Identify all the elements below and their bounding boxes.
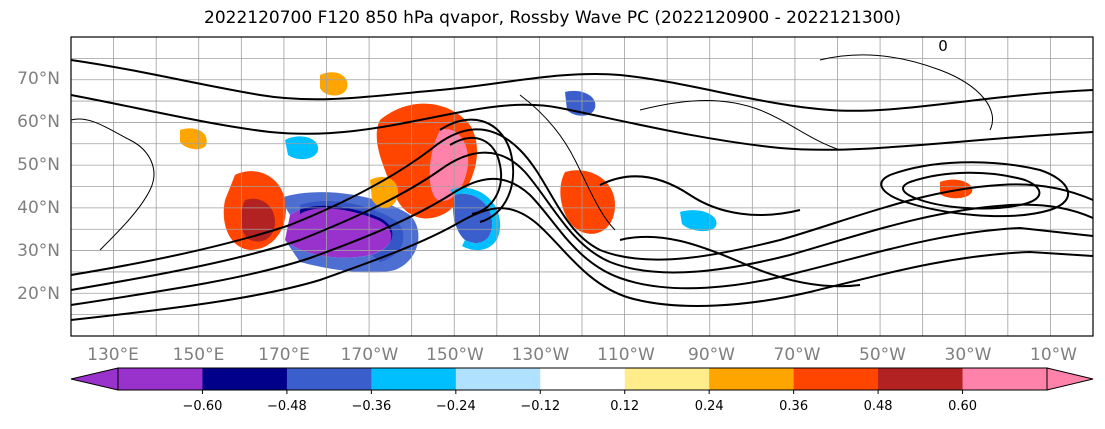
colorbar-swatch	[286, 368, 372, 390]
coastline	[519, 94, 616, 231]
longitude-tick-label: 150°W	[426, 345, 484, 365]
contour-line	[619, 235, 861, 288]
longitude-tick-label: 150°E	[173, 345, 225, 365]
contour-line	[70, 128, 1094, 276]
longitude-tick-label: 70°W	[774, 345, 821, 365]
longitude-tick-label: 50°W	[859, 345, 906, 365]
latitude-tick-label: 70°N	[17, 69, 60, 89]
blue-anomaly-north-pacific	[280, 192, 419, 273]
longitude-tick-label: 10°W	[1030, 345, 1077, 365]
latitude-tick-label: 60°N	[17, 112, 60, 132]
contour-lines	[70, 59, 1094, 321]
colorbar-swatch	[118, 368, 203, 390]
contour-line	[599, 175, 801, 216]
colorbar-tick-label: 0.12	[610, 399, 639, 414]
blue-anomaly-east-pacific	[453, 193, 493, 244]
longitude-tick-label: 30°W	[945, 345, 992, 365]
cyan-anomaly-small-5	[680, 210, 717, 232]
contour-line	[70, 94, 1094, 151]
colorbar-tick-label: −0.24	[436, 399, 476, 414]
longitude-tick-label: 170°E	[258, 345, 310, 365]
contour-line	[70, 59, 1094, 112]
colorbar-tick-label: −0.60	[183, 399, 223, 414]
colorbar-swatch	[540, 368, 626, 390]
colorbar-swatch	[624, 368, 710, 390]
map-frame	[70, 36, 1094, 337]
colorbar-swatch	[202, 368, 288, 390]
latitude-tick-label: 50°N	[17, 155, 60, 175]
contour-line	[70, 177, 1094, 306]
graticule	[70, 36, 1094, 337]
cyan-anomaly-hudson	[565, 90, 596, 116]
colorbar-tick-label: 0.48	[864, 399, 893, 414]
colorbar-extend-high	[1046, 367, 1094, 391]
orange-anomaly-small-2	[940, 179, 973, 199]
colorbar-swatch	[455, 368, 541, 390]
longitude-tick-label: 130°E	[87, 345, 139, 365]
longitude-tick-label: 130°W	[512, 345, 570, 365]
colorbar-outline	[117, 367, 1048, 391]
latitude-tick-label: 20°N	[17, 284, 60, 304]
colorbar-tick-label: −0.36	[351, 399, 391, 414]
colorbar-tick-label: 0.36	[779, 399, 808, 414]
contour-line	[70, 151, 1094, 291]
colorbar-swatch	[371, 368, 457, 390]
longitude-tick-label: 170°W	[341, 345, 399, 365]
latitude-tick-label: 30°N	[17, 241, 60, 261]
contour-line	[880, 161, 1070, 218]
contour-line	[439, 118, 515, 223]
contour-line	[902, 171, 1041, 210]
latitude-tick-label: 40°N	[17, 198, 60, 218]
colorbar-swatch	[793, 368, 879, 390]
colorbar-tick-label: −0.48	[267, 399, 307, 414]
colorbar-tick-label: 0.24	[695, 399, 724, 414]
colorbar-tick-label: −0.12	[520, 399, 560, 414]
coastline	[819, 54, 993, 131]
longitude-axis: 130°E 150°E 170°E 170°W 150°W 130°W 110°W 90°W 7…	[87, 345, 1077, 365]
colorbar-swatch	[878, 368, 964, 390]
cyan-anomaly-alaska	[285, 136, 319, 160]
colorbar-tick-label: 0.60	[948, 399, 977, 414]
contour-line	[449, 136, 503, 215]
latitude-axis: 70°N 60°N 50°N 40°N 30°N 20°N	[17, 69, 60, 304]
longitude-tick-label: 90°W	[688, 345, 735, 365]
coastlines	[70, 54, 993, 251]
map-title: 2022120700 F120 850 hPa qvapor, Rossby W…	[204, 8, 901, 28]
colorbar: −0.60 −0.48 −0.36 −0.24 −0.12 0.12 0.24 0.36 0.4…	[70, 367, 1094, 414]
coastline	[639, 100, 841, 151]
darkred-anomaly-west-pacific	[240, 198, 275, 242]
colorbar-swatch	[709, 368, 795, 390]
colorbar-swatch	[962, 368, 1048, 390]
contour-label: 0	[938, 37, 948, 55]
longitude-tick-label: 110°W	[597, 345, 655, 365]
cyan-anomaly-east-pacific	[450, 187, 501, 251]
purple-anomaly-north-pacific	[285, 205, 393, 258]
coastline	[70, 118, 155, 251]
colorbar-extend-low	[70, 367, 119, 391]
